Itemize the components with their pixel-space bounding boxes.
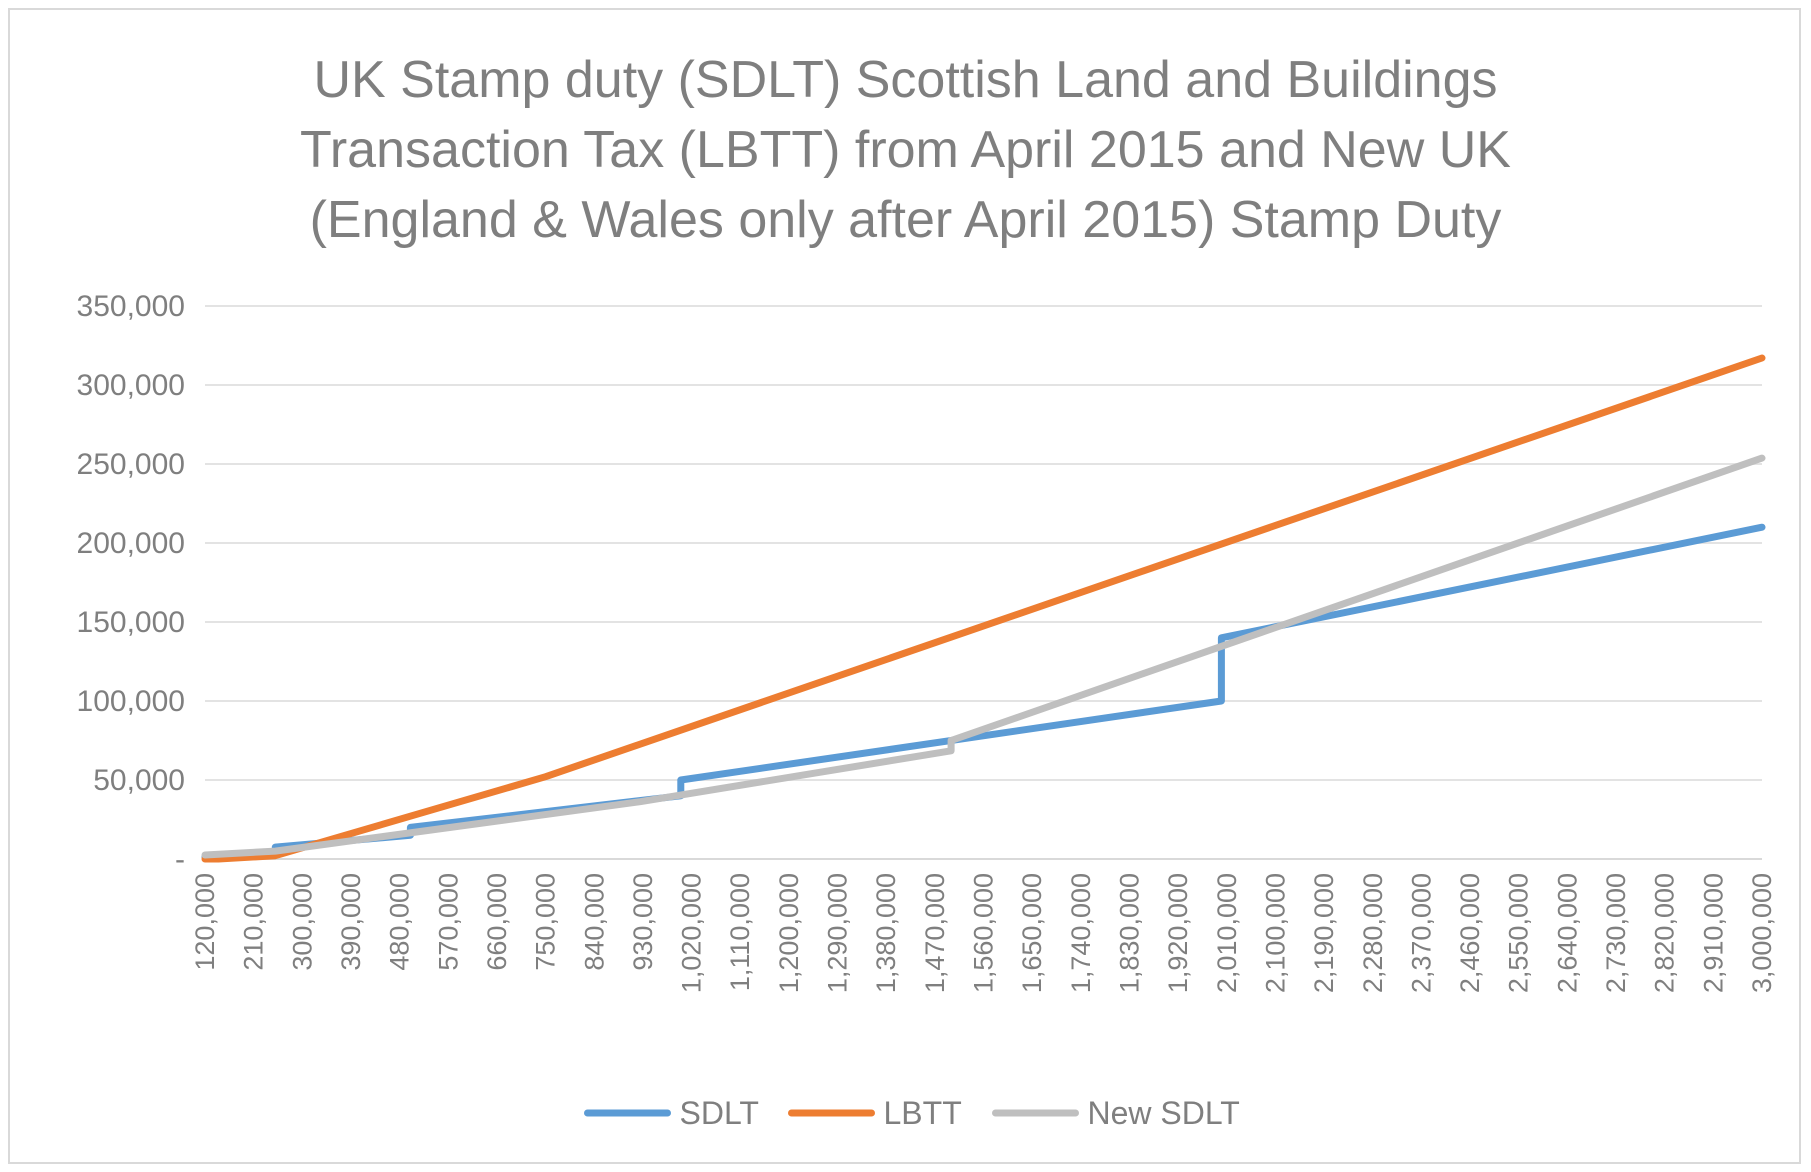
x-axis-ticks: 120,000 210,000 300,000 390,000 480,000 570,0… [190, 873, 1777, 993]
legend-label-sdlt: SDLT [680, 1095, 759, 1131]
x-tick-label: 3,000,000 [1747, 873, 1777, 993]
x-tick-label: 480,000 [385, 873, 415, 971]
x-tick-label: 2,820,000 [1650, 873, 1680, 993]
x-tick-label: 390,000 [336, 873, 366, 971]
legend-label-lbtt: LBTT [884, 1095, 962, 1131]
chart-title-line-3: (England & Wales only after April 2015) … [309, 191, 1502, 249]
x-tick-label: 840,000 [579, 873, 609, 971]
x-tick-label: 300,000 [287, 873, 317, 971]
series-line-lbtt [201, 354, 1766, 863]
legend: SDLT LBTT New SDLT [584, 1095, 1240, 1131]
x-tick-label: 1,110,000 [725, 873, 755, 991]
y-tick-label: 250,000 [77, 448, 185, 481]
x-tick-label: 2,100,000 [1260, 873, 1290, 993]
y-tick-label: 150,000 [77, 606, 185, 639]
x-tick-label: 930,000 [628, 873, 658, 971]
x-tick-label: 1,470,000 [920, 873, 950, 993]
x-tick-label: 1,290,000 [823, 873, 853, 993]
x-tick-label: 1,740,000 [1066, 873, 1096, 993]
chart-frame [8, 8, 1801, 1164]
x-tick-label: 2,370,000 [1406, 873, 1436, 993]
y-tick-label: - [175, 843, 185, 876]
x-tick-label: 1,380,000 [871, 873, 901, 993]
x-tick-label: 2,280,000 [1358, 873, 1388, 993]
x-tick-label: 2,640,000 [1552, 873, 1582, 993]
chart-title-line-2: Transaction Tax (LBTT) from April 2015 a… [300, 121, 1511, 179]
legend-label-new-sdlt: New SDLT [1088, 1095, 1240, 1131]
x-tick-label: 1,830,000 [1114, 873, 1144, 993]
y-tick-label: 100,000 [77, 685, 185, 718]
x-tick-label: 570,000 [433, 873, 463, 971]
series-line-new-sdlt [201, 454, 1766, 859]
x-tick-label: 2,730,000 [1601, 873, 1631, 993]
x-tick-label: 750,000 [531, 873, 561, 971]
x-tick-label: 210,000 [239, 873, 269, 971]
y-tick-label: 200,000 [77, 527, 185, 560]
y-tick-label: 350,000 [77, 290, 185, 323]
x-tick-label: 2,910,000 [1698, 873, 1728, 993]
x-tick-label: 120,000 [190, 873, 220, 971]
x-tick-label: 2,460,000 [1455, 873, 1485, 993]
y-tick-label: 50,000 [93, 764, 185, 797]
chart-title: UK Stamp duty (SDLT) Scottish Land and B… [0, 45, 1811, 255]
x-tick-label: 2,190,000 [1309, 873, 1339, 993]
x-tick-label: 2,550,000 [1504, 873, 1534, 993]
x-tick-label: 1,020,000 [677, 873, 707, 993]
x-tick-label: 1,920,000 [1163, 873, 1193, 993]
x-tick-label: 660,000 [482, 873, 512, 971]
series-lines [201, 354, 1766, 863]
x-tick-label: 1,200,000 [774, 873, 804, 993]
x-tick-label: 1,650,000 [1017, 873, 1047, 993]
x-tick-label: 2,010,000 [1212, 873, 1242, 993]
x-tick-label: 1,560,000 [969, 873, 999, 993]
y-axis-ticks: - 50,000 100,000 150,000 200,000 250,000 300,0… [77, 290, 185, 876]
gridlines [205, 305, 1762, 860]
chart-title-line-1: UK Stamp duty (SDLT) Scottish Land and B… [313, 51, 1498, 109]
y-tick-label: 300,000 [77, 369, 185, 402]
